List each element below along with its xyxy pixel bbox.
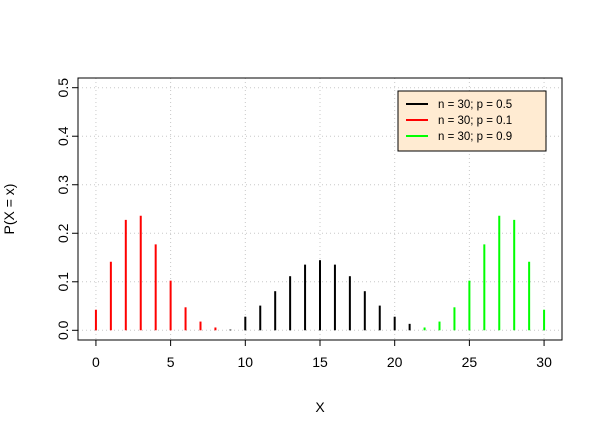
x-tick-label: 30 <box>536 354 552 370</box>
bars <box>94 215 546 331</box>
x-tick-label: 25 <box>462 354 478 370</box>
y-axis-label: P(X = x) <box>1 184 17 235</box>
legend: n = 30; p = 0.5 n = 30; p = 0.1 n = 30; p … <box>397 90 547 152</box>
y-tick-label: 0.0 <box>55 320 71 340</box>
legend-label: n = 30; p = 0.5 <box>438 99 512 111</box>
x-tick-label: 10 <box>238 354 254 370</box>
y-tick-label: 0.1 <box>55 272 71 292</box>
x-tick-label: 0 <box>92 354 100 370</box>
x-tick-label: 5 <box>167 354 175 370</box>
legend-label: n = 30; p = 0.1 <box>438 115 512 127</box>
x-axis-label: X <box>315 399 325 415</box>
y-tick-label: 0.3 <box>55 175 71 195</box>
y-tick-label: 0.4 <box>55 126 71 146</box>
x-tick-label: 20 <box>387 354 403 370</box>
x-tick-label: 15 <box>312 354 328 370</box>
grid <box>78 78 562 340</box>
x-axis: 0 5 10 15 20 25 30 <box>92 339 552 370</box>
y-tick-label: 0.5 <box>55 78 71 98</box>
legend-label: n = 30; p = 0.9 <box>438 131 512 143</box>
y-tick-label: 0.2 <box>55 223 71 243</box>
y-axis: 0.0 0.1 0.2 0.3 0.4 0.5 <box>55 78 79 340</box>
